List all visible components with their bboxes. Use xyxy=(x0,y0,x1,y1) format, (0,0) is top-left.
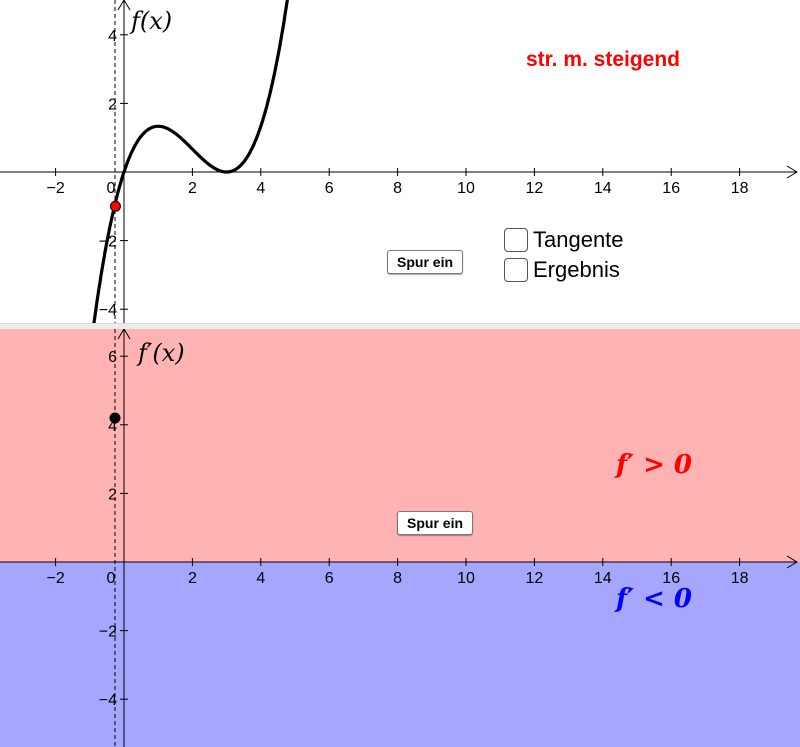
x-tick-label: 12 xyxy=(526,570,544,587)
x-tick-label: −2 xyxy=(46,180,64,197)
y-tick-label: 4 xyxy=(108,418,117,435)
negative-derivative-label: f′ < 0 xyxy=(614,584,692,614)
y-axis-label: f(x) xyxy=(129,7,172,35)
x-tick-label: 14 xyxy=(594,180,612,197)
y-axis-arrow xyxy=(117,0,131,11)
x-tick-label: 16 xyxy=(662,180,680,197)
function-graph-panel[interactable]: −2 0 2 4 6 8 10 12 14 16 18 4 2 −2 −4 f(x) str. m. st… xyxy=(0,0,800,323)
tangent-checkbox-box[interactable] xyxy=(504,228,528,252)
y-tick-label: −4 xyxy=(99,302,117,319)
x-tick-label: 0 xyxy=(107,570,116,587)
x-axis-arrow xyxy=(786,165,798,179)
y-tick-label: 2 xyxy=(108,486,117,503)
result-checkbox-label: Ergebnis xyxy=(533,257,620,282)
function-point[interactable] xyxy=(109,200,121,212)
x-axis-ticks: −2 0 2 4 6 8 10 12 14 16 18 xyxy=(46,168,749,197)
x-tick-label: 10 xyxy=(457,570,475,587)
x-tick-label: 6 xyxy=(325,570,334,587)
derivative-graph-canvas[interactable]: −2 0 2 4 6 8 10 12 14 16 18 6 4 2 −2 −4 f′(x) f′ > 0 f… xyxy=(0,329,800,747)
x-tick-label: 4 xyxy=(256,570,265,587)
x-tick-label: 8 xyxy=(393,180,402,197)
x-tick-label: 2 xyxy=(188,180,197,197)
x-tick-label: 18 xyxy=(731,570,749,587)
y-axis-ticks: 6 4 2 −2 −4 xyxy=(99,349,128,709)
positive-derivative-label: f′ > 0 xyxy=(614,450,692,480)
derivative-graph-panel[interactable]: −2 0 2 4 6 8 10 12 14 16 18 6 4 2 −2 −4 f′(x) f′ > 0 f… xyxy=(0,329,800,747)
panel-divider[interactable] xyxy=(0,323,800,329)
x-tick-label: 16 xyxy=(662,570,680,587)
negative-region xyxy=(0,562,800,747)
function-graph-canvas[interactable]: −2 0 2 4 6 8 10 12 14 16 18 4 2 −2 −4 f(x) str. m. st… xyxy=(0,0,800,323)
x-tick-label: 6 xyxy=(325,180,334,197)
monotonicity-status: str. m. steigend xyxy=(526,48,680,71)
x-tick-label: 12 xyxy=(526,180,544,197)
function-curve[interactable] xyxy=(92,0,289,323)
tangent-checkbox[interactable]: Tangente xyxy=(504,227,624,253)
y-tick-label: −2 xyxy=(99,624,117,641)
x-tick-label: 14 xyxy=(594,570,612,587)
x-tick-label: 0 xyxy=(107,180,116,197)
y-axis-label: f′(x) xyxy=(136,339,185,367)
y-tick-label: 4 xyxy=(108,28,117,45)
x-tick-label: 10 xyxy=(457,180,475,197)
tangent-checkbox-label: Tangente xyxy=(533,227,624,252)
x-tick-label: 2 xyxy=(188,570,197,587)
result-checkbox[interactable]: Ergebnis xyxy=(504,257,620,283)
x-axis-arrow xyxy=(786,555,798,569)
y-tick-label: 6 xyxy=(108,349,117,366)
y-axis-arrow xyxy=(117,329,131,340)
x-tick-label: 4 xyxy=(256,180,265,197)
trace-on-button[interactable]: Spur ein xyxy=(397,511,474,535)
derivative-point[interactable] xyxy=(109,412,121,424)
x-tick-label: 8 xyxy=(393,570,402,587)
x-axis-ticks: −2 0 2 4 6 8 10 12 14 16 18 xyxy=(46,558,749,587)
x-tick-label: −2 xyxy=(46,570,64,587)
y-tick-label: 2 xyxy=(108,96,117,113)
y-tick-label: −4 xyxy=(99,692,117,709)
trace-on-button[interactable]: Spur ein xyxy=(387,250,464,274)
x-tick-label: 18 xyxy=(731,180,749,197)
result-checkbox-box[interactable] xyxy=(504,258,528,282)
y-axis-ticks: 42−2−4 xyxy=(99,28,128,319)
